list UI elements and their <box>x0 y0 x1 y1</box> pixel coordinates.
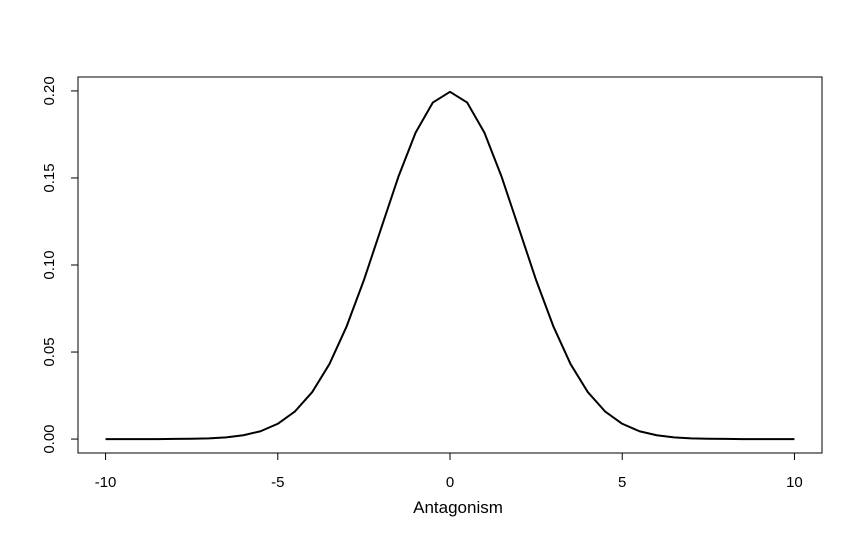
x-tick-label: -5 <box>271 474 284 491</box>
x-tick-label: 5 <box>618 474 626 491</box>
density-line <box>105 90 795 441</box>
y-tick-label: 0.10 <box>41 250 58 279</box>
y-tick-label: 0.15 <box>41 163 58 192</box>
x-tick-label: -10 <box>95 474 117 491</box>
y-tick-label: 0.00 <box>41 424 58 453</box>
x-axis-label: Antagonism <box>413 498 503 517</box>
x-tick-label: 10 <box>786 474 803 491</box>
y-tick-label: 0.05 <box>41 337 58 366</box>
y-tick-label: 0.20 <box>41 76 58 105</box>
plot-box <box>77 76 823 454</box>
x-tick-label: 0 <box>446 474 454 491</box>
